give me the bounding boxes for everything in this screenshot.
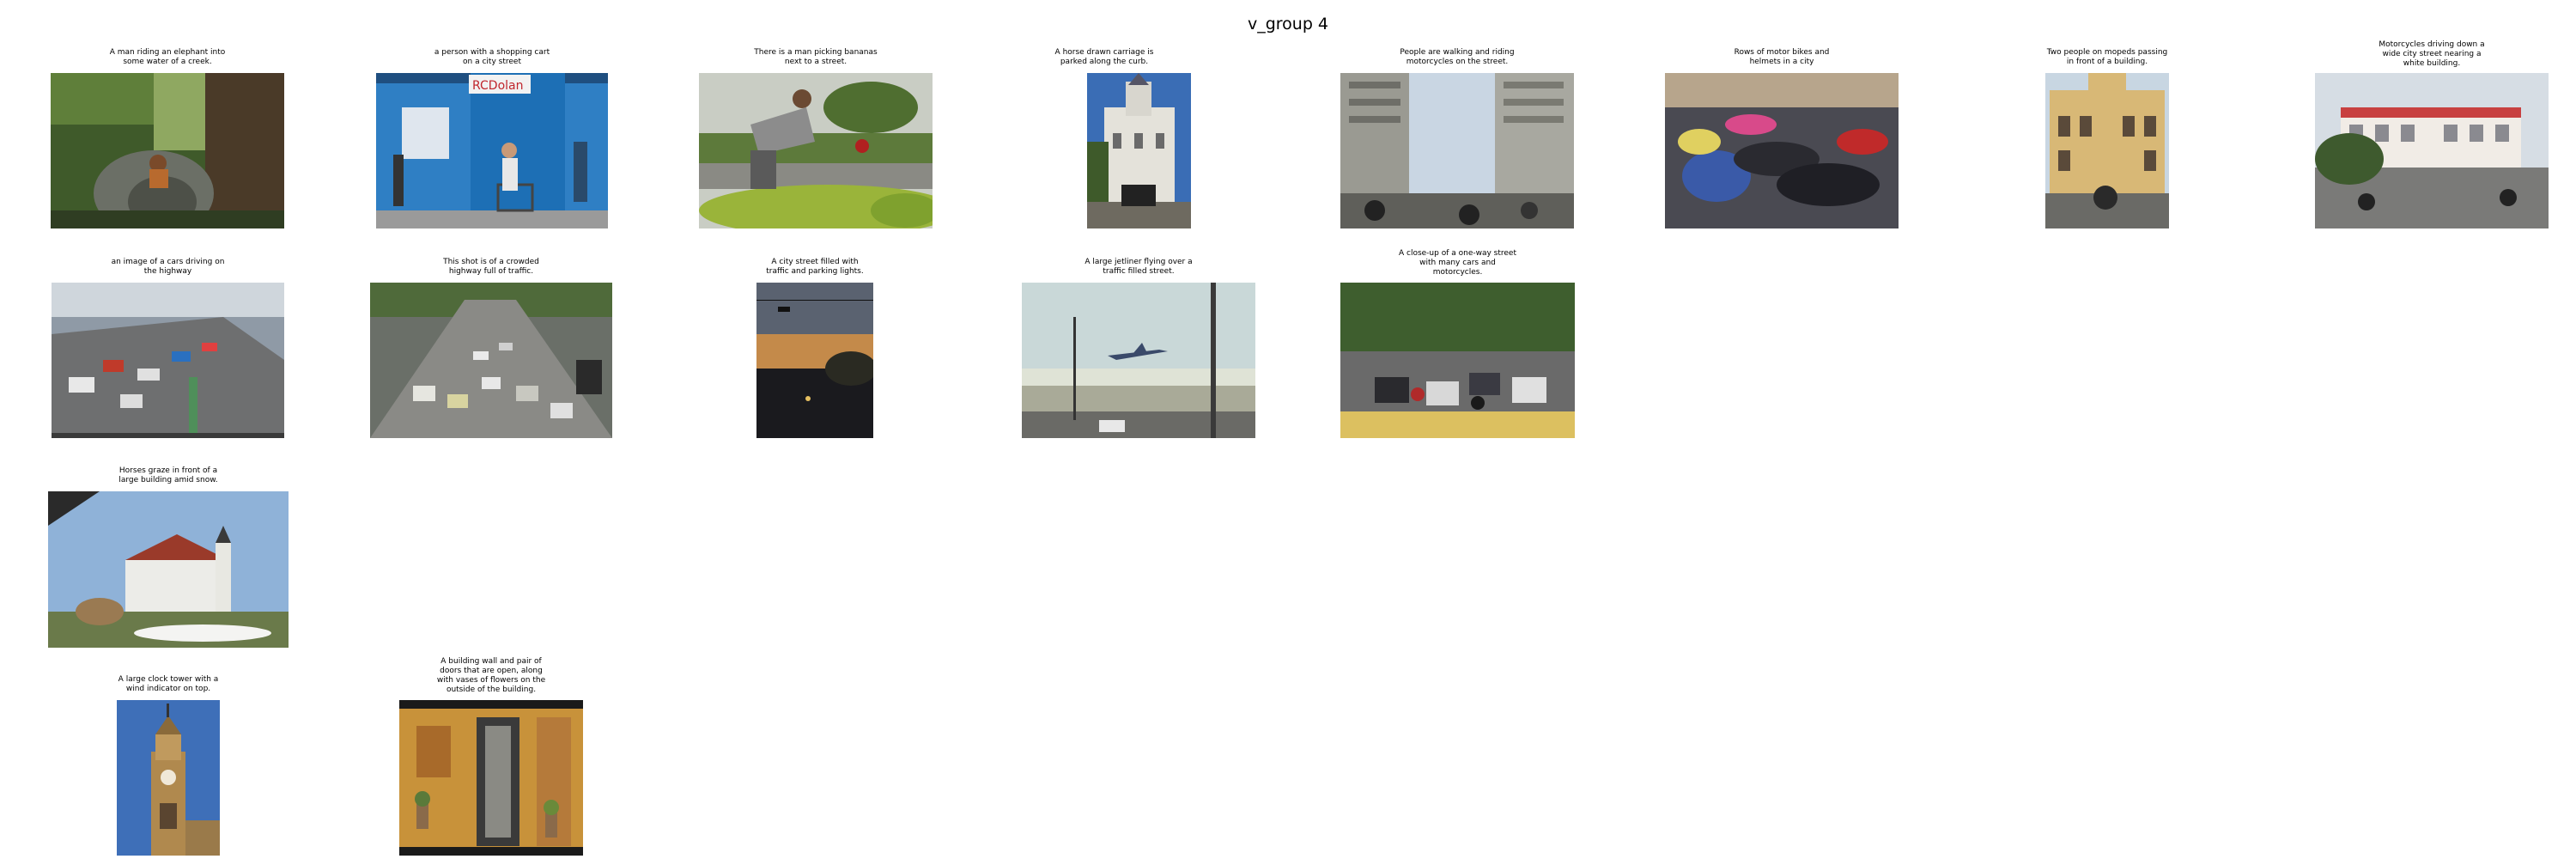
- grid-item: Rows of motor bikes and helmets in a cit…: [1665, 48, 1899, 228]
- image-caption: There is a man picking bananas next to a…: [754, 48, 878, 66]
- photo-elephant-creek: [51, 73, 284, 228]
- image-caption: Horses graze in front of a large buildin…: [118, 466, 218, 484]
- grid-item: People are walking and riding motorcycle…: [1340, 48, 1574, 228]
- grid-item: an image of a cars driving on the highwa…: [52, 258, 284, 438]
- image-caption: Rows of motor bikes and helmets in a cit…: [1734, 48, 1830, 66]
- image-caption: A horse drawn carriage is parked along t…: [1054, 48, 1154, 66]
- photo-crowded-highway: [370, 283, 612, 438]
- sign-text: RCDolan: [472, 79, 524, 93]
- grid-item: A building wall and pair of doors that a…: [399, 657, 583, 856]
- image-caption: an image of a cars driving on the highwa…: [111, 258, 225, 276]
- photo-horses-building-snow: [48, 491, 289, 648]
- grid-item: Horses graze in front of a large buildin…: [48, 466, 289, 648]
- photo-jetliner-street: [1022, 283, 1255, 438]
- photo-doors-flower-vases: [399, 700, 583, 856]
- grid-item: A horse drawn carriage is parked along t…: [1027, 48, 1191, 228]
- photo-street-traffic-lights: [756, 283, 873, 438]
- photo-motorbike-rows: [1665, 73, 1899, 228]
- photo-motorcycles-white-building: [2315, 73, 2549, 228]
- grid-item: a person with a shopping cart on a city …: [376, 48, 608, 228]
- image-caption: A large jetliner flying over a traffic f…: [1084, 258, 1193, 276]
- photo-street-motorcycles: [1340, 73, 1574, 228]
- grid-item: A man riding an elephant into some water…: [51, 48, 284, 228]
- grid-item: A close-up of a one-way street with many…: [1340, 249, 1575, 438]
- grid-item: A city street filled with traffic and pa…: [756, 258, 873, 438]
- grid-item: There is a man picking bananas next to a…: [699, 48, 933, 228]
- image-caption: A city street filled with traffic and pa…: [766, 258, 864, 276]
- photo-clock-tower: [117, 700, 220, 856]
- image-caption: A building wall and pair of doors that a…: [436, 657, 546, 694]
- grid-item: A large clock tower with a wind indicato…: [117, 675, 220, 856]
- image-caption: This shot is of a crowded highway full o…: [443, 258, 539, 276]
- image-caption: a person with a shopping cart on a city …: [434, 48, 550, 66]
- photo-one-way-street: [1340, 283, 1575, 438]
- photo-horse-carriage: [1087, 73, 1191, 228]
- photo-highway-cars: [52, 283, 284, 438]
- image-caption: A large clock tower with a wind indicato…: [118, 675, 219, 693]
- grid-item: Two people on mopeds passing in front of…: [1990, 48, 2224, 228]
- photo-mopeds-building: [2045, 73, 2169, 228]
- figure-title: v_group 4: [1247, 15, 1329, 34]
- image-caption: A man riding an elephant into some water…: [109, 48, 226, 66]
- photo-banana-picker: [699, 73, 933, 228]
- photo-shopping-cart-street: RCDolan: [376, 73, 608, 228]
- grid-item: Motorcycles driving down a wide city str…: [2315, 40, 2549, 228]
- grid-item: This shot is of a crowded highway full o…: [370, 258, 612, 438]
- image-caption: Two people on mopeds passing in front of…: [2046, 48, 2168, 66]
- image-caption: Motorcycles driving down a wide city str…: [2379, 40, 2485, 68]
- image-caption: A close-up of a one-way street with many…: [1398, 249, 1517, 277]
- image-caption: People are walking and riding motorcycle…: [1400, 48, 1515, 66]
- grid-item: A large jetliner flying over a traffic f…: [1022, 258, 1255, 438]
